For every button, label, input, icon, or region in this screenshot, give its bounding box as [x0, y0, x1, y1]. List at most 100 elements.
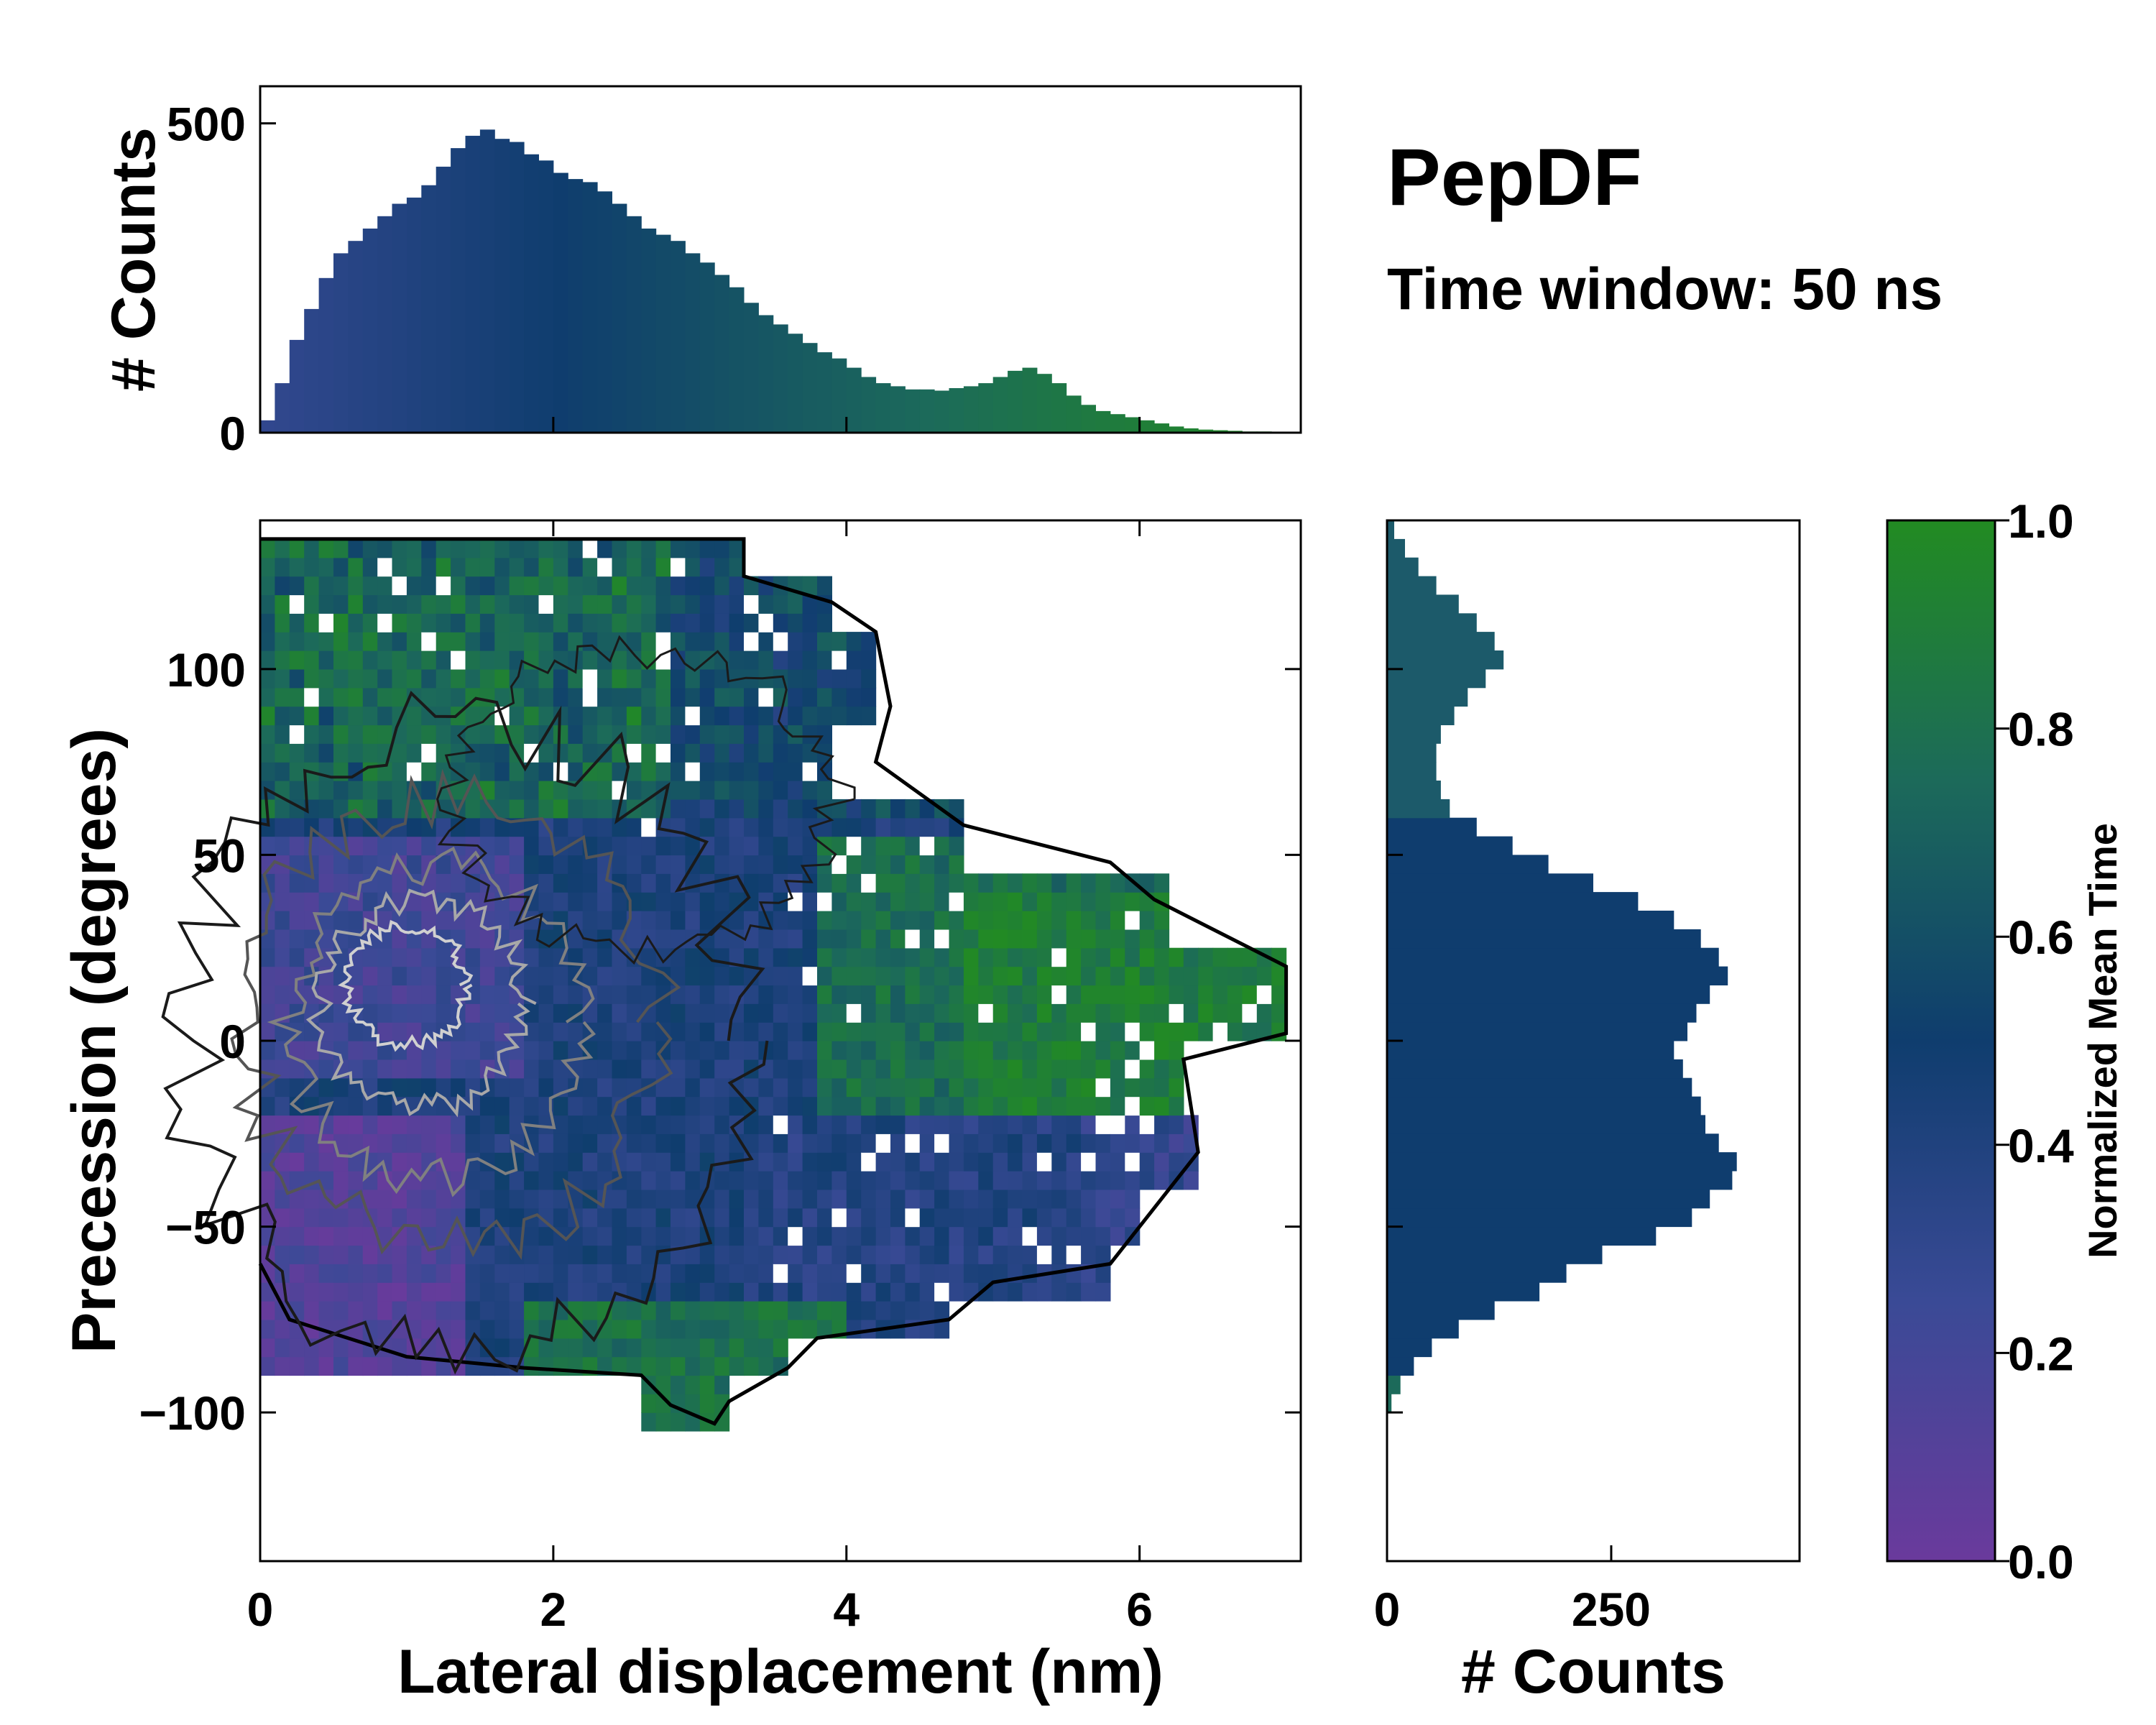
top-histogram-bar — [641, 229, 657, 433]
heatmap-cell — [509, 1338, 525, 1358]
heatmap-cell — [436, 576, 451, 596]
heatmap-cell — [348, 1208, 364, 1228]
heatmap-cell — [802, 1171, 818, 1190]
heatmap-cell — [392, 668, 407, 689]
heatmap-cell — [406, 1077, 422, 1098]
heatmap-cell — [436, 1077, 451, 1098]
heatmap-cell — [451, 781, 466, 800]
heatmap-cell — [1227, 966, 1243, 986]
heatmap-cell — [890, 1077, 906, 1098]
heatmap-cell — [318, 817, 334, 837]
heatmap-cell — [260, 724, 275, 744]
heatmap-cell — [538, 1208, 554, 1228]
heatmap-cell — [260, 557, 275, 577]
heatmap-cell — [963, 1059, 979, 1079]
heatmap-cell — [524, 706, 540, 726]
top-histogram-bar — [890, 386, 906, 433]
heatmap-cell — [348, 1301, 364, 1320]
top-histogram-bar — [949, 388, 964, 433]
heatmap-cell — [699, 1301, 715, 1320]
heatmap-cell — [509, 632, 525, 651]
heatmap-cell — [641, 1022, 657, 1041]
heatmap-cell — [524, 1189, 540, 1209]
heatmap-cell — [1022, 1208, 1038, 1228]
heatmap-cell — [685, 668, 701, 689]
heatmap-cell — [1110, 1171, 1125, 1190]
heatmap-cell — [788, 1003, 803, 1023]
heatmap-cell — [509, 1282, 525, 1302]
heatmap-cell — [655, 1394, 671, 1413]
heatmap-cell — [758, 762, 774, 781]
heatmap-cell — [582, 873, 598, 893]
heatmap-cell — [1022, 929, 1038, 949]
heatmap-cell — [1066, 892, 1082, 911]
heatmap-cell — [817, 1171, 832, 1190]
heatmap-cell — [978, 929, 994, 949]
heatmap-cell — [685, 1356, 701, 1376]
heatmap-cell — [582, 743, 598, 763]
heatmap-cell — [289, 836, 305, 856]
heatmap-cell — [568, 724, 584, 744]
top-histogram-bar — [1139, 420, 1155, 433]
right-histogram-bar — [1387, 687, 1468, 707]
heatmap-cell — [1066, 1245, 1082, 1264]
heatmap-cell — [568, 855, 584, 874]
heatmap-cell — [641, 1338, 657, 1358]
heatmap-cell — [729, 1059, 745, 1079]
heatmap-cell — [348, 706, 364, 726]
heatmap-cell — [1139, 1096, 1155, 1116]
heatmap-cell — [582, 892, 598, 911]
heatmap-cell — [641, 557, 657, 577]
heatmap-cell — [479, 836, 495, 856]
heatmap-cell — [626, 538, 642, 558]
heatmap-cell — [582, 781, 598, 800]
heatmap-cell — [289, 1226, 305, 1246]
heatmap-cell — [612, 1077, 627, 1098]
heatmap-cell — [553, 873, 568, 893]
heatmap-cell — [875, 1041, 891, 1060]
heatmap-cell — [992, 1264, 1008, 1283]
heatmap-cell — [744, 855, 759, 874]
heatmap-cell — [1066, 873, 1082, 893]
heatmap-cell — [436, 855, 451, 874]
heatmap-cell — [612, 1059, 627, 1079]
heatmap-cell — [714, 687, 730, 707]
heatmap-cell — [421, 1077, 437, 1098]
heatmap-cell — [744, 1338, 759, 1358]
heatmap-cell — [538, 781, 554, 800]
heatmap-cell — [582, 1133, 598, 1153]
heatmap-cell — [1081, 1226, 1097, 1246]
heatmap-cell — [626, 743, 642, 763]
heatmap-cell — [1051, 1282, 1067, 1302]
heatmap-cell — [1198, 1003, 1214, 1023]
heatmap-cell — [1066, 1096, 1082, 1116]
heatmap-cell — [671, 668, 686, 689]
heatmap-cell — [333, 1245, 349, 1264]
heatmap-cell — [1125, 911, 1141, 930]
top-histogram-bar — [392, 203, 407, 433]
heatmap-cell — [465, 1356, 481, 1376]
heatmap-cell — [963, 1077, 979, 1098]
heatmap-cell — [1036, 1041, 1052, 1060]
heatmap-cell — [758, 1338, 774, 1358]
heatmap-cell — [626, 1133, 642, 1153]
heatmap-cell — [949, 1171, 964, 1190]
heatmap-cell — [494, 817, 510, 837]
top-histogram-bar — [729, 287, 745, 433]
heatmap-cell — [509, 1022, 525, 1041]
heatmap-cell — [817, 1133, 832, 1153]
heatmap-cell — [1095, 985, 1111, 1004]
heatmap-cell — [831, 1096, 847, 1116]
heatmap-cell — [1139, 1171, 1155, 1190]
heatmap-cell — [436, 1041, 451, 1060]
heatmap-cell — [436, 687, 451, 707]
heatmap-cell — [304, 1152, 320, 1172]
heatmap-cell — [1036, 892, 1052, 911]
heatmap-cell — [758, 1003, 774, 1023]
colorbar-tick-label: 0.8 — [2008, 703, 2074, 756]
heatmap-cell — [494, 947, 510, 967]
heatmap-cell — [289, 911, 305, 930]
heatmap-cell — [260, 1003, 275, 1023]
heatmap-cell — [685, 762, 701, 781]
